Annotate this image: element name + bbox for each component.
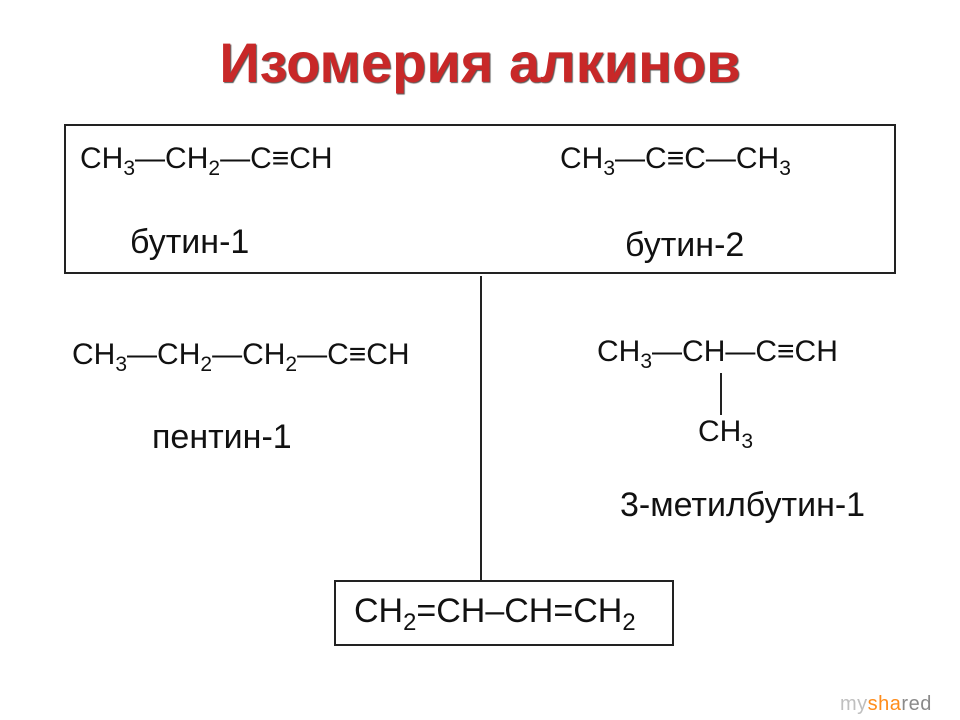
watermark-part-my: my — [840, 693, 868, 715]
methylbutyne-line2: CH3 — [698, 415, 753, 449]
watermark-part-sha: sha — [868, 693, 902, 715]
methylbutyne-bond-line — [720, 373, 722, 415]
pentyne-1-label: пентин-1 — [152, 418, 292, 457]
pentyne-1-formula: CH3—CH2—CH2—C≡CH — [72, 338, 410, 372]
center-divider — [480, 276, 482, 580]
methylbutyne-label: 3-метилбутин-1 — [620, 486, 865, 525]
watermark-part-red: red — [901, 693, 931, 715]
butyne-1-formula: CH3—CH2—C≡CH — [80, 142, 333, 176]
butadiene-formula: CH2=CH–CH=CH2 — [354, 592, 636, 631]
butyne-1-label: бутин-1 — [130, 223, 249, 262]
watermark: myshared — [840, 693, 932, 716]
page-title: Изомерия алкинов — [0, 30, 960, 95]
butyne-2-label: бутин-2 — [625, 226, 744, 265]
butyne-2-formula: CH3—C≡C—CH3 — [560, 142, 791, 176]
methylbutyne-line1: CH3—CH—C≡CH — [597, 335, 838, 369]
